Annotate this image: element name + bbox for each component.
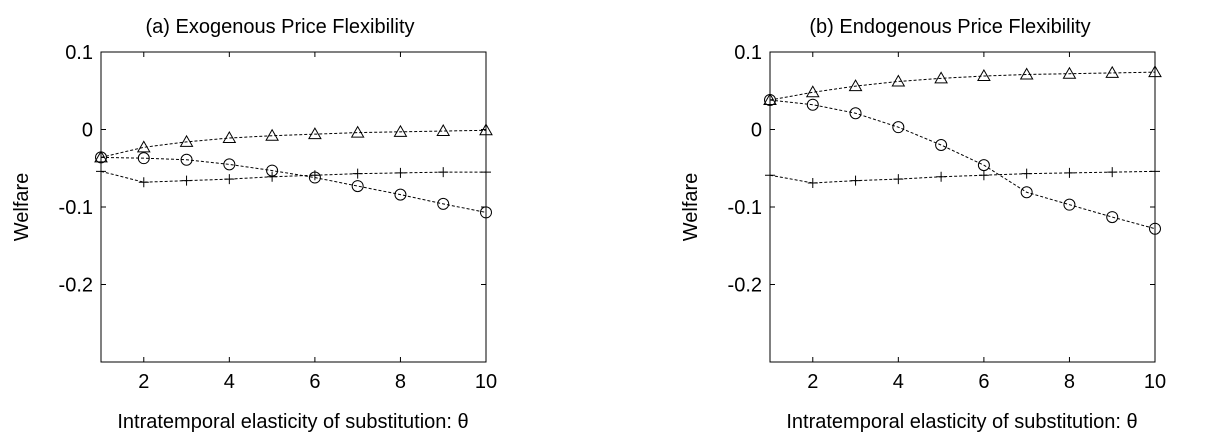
y-axis-label-b: Welfare [680, 173, 702, 242]
x-tick-label-a: 2 [138, 371, 149, 393]
data-point-triangle-b [1062, 66, 1077, 79]
y-tick-label-b: -0.1 [728, 197, 762, 219]
data-point-triangle-b [805, 85, 820, 98]
series-line-triangle-b [769, 71, 1156, 101]
data-point-plus-b [978, 170, 989, 181]
data-point-circle-b [1149, 222, 1161, 235]
data-point-triangle-b [891, 74, 906, 87]
y-tick-label-a: 0.1 [65, 42, 93, 64]
data-point-triangle-a [136, 140, 151, 153]
series-line-circle-b [769, 99, 1156, 230]
data-point-triangle-b [763, 93, 777, 106]
data-point-plus-a [267, 171, 278, 182]
data-point-plus-a [224, 174, 235, 185]
data-point-circle-b [1106, 211, 1119, 224]
series-line-triangle-a [100, 129, 487, 158]
data-point-triangle-a [436, 124, 451, 137]
data-point-circle-a [180, 153, 193, 166]
data-point-plus-a [481, 167, 491, 178]
axis-ticks-a: 2 4 6 8 10 0.1 0 -0.1 -0.2 [59, 42, 498, 393]
data-point-circle-b [935, 139, 948, 151]
y-tick-label-b: -0.2 [728, 275, 762, 297]
data-point-triangle-a [393, 124, 408, 137]
x-tick-label-a: 6 [309, 371, 320, 393]
x-tick-label-a: 4 [224, 371, 235, 393]
x-axis-label-a: Intratemporal elasticity of substitution… [117, 411, 468, 433]
x-tick-label-b: 2 [807, 371, 818, 393]
data-point-triangle-a [265, 128, 279, 141]
data-point-triangle-a [94, 150, 108, 163]
data-point-triangle-a [479, 123, 493, 136]
data-point-triangle-a [350, 125, 365, 138]
data-point-triangle-a [308, 127, 322, 140]
data-point-triangle-b [934, 71, 948, 84]
data-point-circle-b [892, 121, 905, 134]
x-tick-label-b: 8 [1064, 371, 1075, 393]
series-group-b [763, 65, 1162, 235]
chart-title-b: (b) Endogenous Price Flexibility [809, 16, 1090, 38]
data-point-triangle-b [1148, 65, 1162, 78]
x-tick-label-a: 8 [395, 371, 406, 393]
chart-title-a: (a) Exogenous Price Flexibility [146, 16, 415, 38]
data-point-plus-a [138, 177, 149, 188]
data-point-circle-a [480, 206, 492, 219]
data-point-plus-b [807, 177, 818, 188]
y-tick-label-b: 0 [751, 120, 762, 142]
data-point-circle-b [1063, 198, 1076, 211]
y-tick-label-a: 0 [82, 120, 93, 142]
data-point-plus-b [850, 175, 861, 186]
data-point-plus-a [352, 168, 363, 179]
data-point-circle-a [223, 158, 236, 171]
data-point-plus-b [1150, 166, 1160, 177]
data-point-circle-b [849, 107, 862, 120]
data-point-triangle-b [977, 69, 991, 82]
x-tick-label-b: 6 [978, 371, 989, 393]
y-tick-label-a: -0.1 [59, 197, 93, 219]
data-point-triangle-a [179, 134, 194, 147]
x-tick-label-b: 10 [1144, 371, 1166, 393]
data-point-triangle-b [1019, 67, 1034, 80]
data-point-plus-b [1064, 167, 1075, 178]
data-point-plus-b [765, 170, 775, 181]
data-point-plus-b [936, 171, 947, 182]
data-point-triangle-b [848, 79, 863, 92]
y-axis-label-a: Welfare [11, 173, 33, 242]
data-point-circle-a [351, 180, 364, 193]
data-point-circle-a [394, 188, 407, 201]
plot-frame-a [100, 51, 487, 363]
series-line-plus-a [100, 170, 486, 183]
x-tick-label-b: 4 [893, 371, 904, 393]
data-point-plus-b [893, 174, 904, 185]
data-point-circle-b [1020, 186, 1033, 199]
plot-frame-b [769, 51, 1156, 363]
data-point-plus-a [395, 167, 406, 178]
series-line-plus-b [769, 170, 1156, 184]
data-point-triangle-a [222, 131, 237, 144]
series-group-a [94, 123, 493, 219]
data-point-circle-a [437, 197, 450, 210]
panel-b: (b) Endogenous Price Flexibility 2 4 6 8 10 0… [680, 16, 1166, 433]
data-point-circle-b [764, 94, 776, 107]
data-point-plus-a [96, 166, 106, 177]
y-tick-label-a: -0.2 [59, 275, 93, 297]
x-tick-label-a: 10 [475, 371, 497, 393]
data-point-plus-a [438, 167, 449, 178]
data-point-plus-b [1107, 167, 1118, 178]
y-tick-label-b: 0.1 [734, 42, 762, 64]
data-point-triangle-b [1105, 65, 1120, 78]
data-point-circle-a [137, 152, 150, 165]
data-point-plus-a [181, 175, 192, 186]
data-point-plus-b [1021, 168, 1032, 179]
panel-a: (a) Exogenous Price Flexibility 2 4 6 8 10 0.… [11, 16, 497, 433]
series-line-circle-a [100, 156, 487, 213]
data-point-plus-a [309, 170, 320, 181]
x-axis-label-b: Intratemporal elasticity of substitution… [786, 411, 1137, 433]
axis-ticks-b: 2 4 6 8 10 0.1 0 -0.1 -0.2 [728, 42, 1167, 393]
data-point-circle-b [806, 98, 819, 111]
data-point-circle-a [95, 151, 107, 164]
